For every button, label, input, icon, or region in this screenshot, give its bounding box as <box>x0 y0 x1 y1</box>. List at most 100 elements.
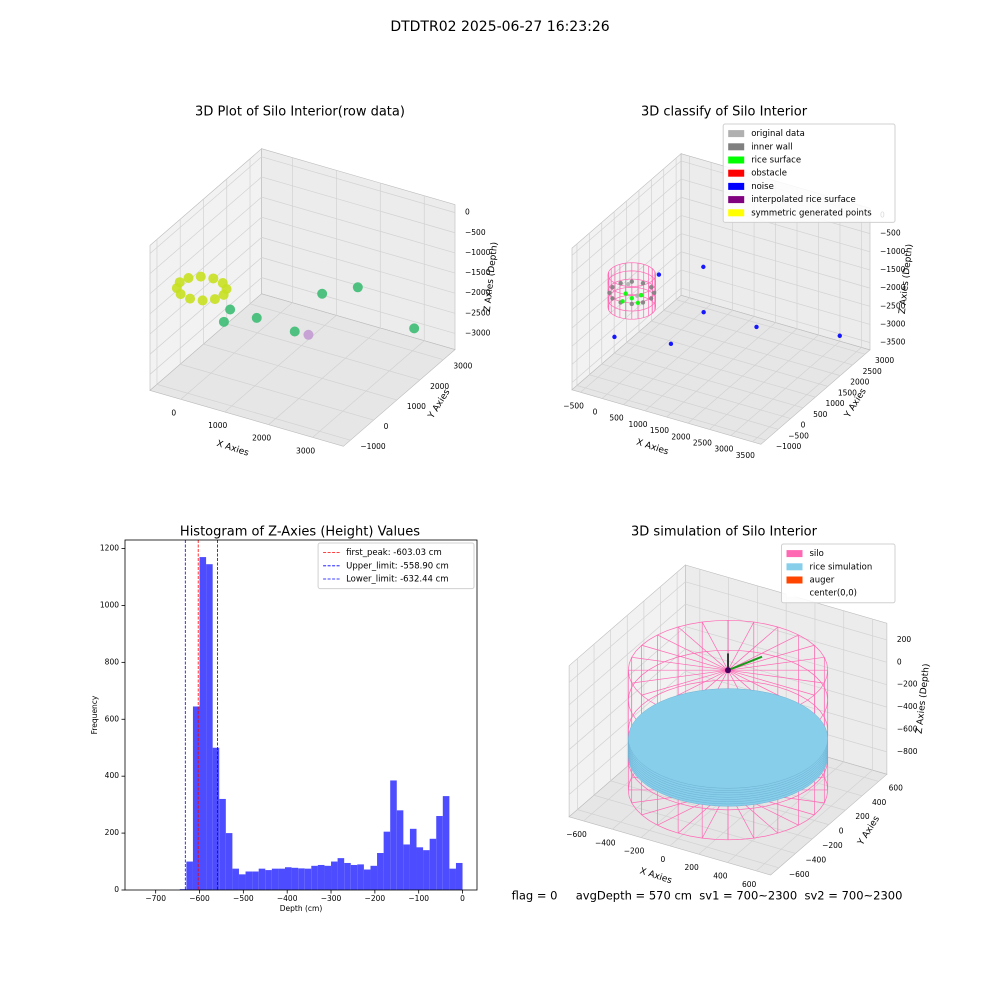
point <box>635 300 641 306</box>
wireframe-line <box>727 656 825 671</box>
point <box>352 282 363 293</box>
legend-swatch <box>786 550 803 558</box>
grid-line <box>312 340 425 438</box>
y-tick-label: 2000 <box>850 378 869 387</box>
legend-label: interpolated rice surface <box>751 195 856 205</box>
x-tick-label: 500 <box>609 414 624 423</box>
x-tick-label: 0 <box>660 855 665 864</box>
histogram-bar <box>442 796 450 890</box>
grid-line <box>203 343 397 401</box>
legend-label: auger <box>810 576 835 586</box>
grid-line <box>261 216 456 274</box>
grid-line <box>680 269 871 325</box>
grid-line <box>614 352 804 409</box>
legend-swatch <box>786 589 803 597</box>
x-tick-label: 1500 <box>650 426 669 435</box>
x-tick-label: −700 <box>145 894 166 903</box>
z-tick-label: −1000 <box>880 247 906 256</box>
histogram-bar <box>416 847 424 890</box>
z-tick-label: −1500 <box>465 268 491 277</box>
y-tick-label: 1000 <box>100 600 119 609</box>
histogram-bar <box>390 780 397 890</box>
histogram-bar <box>363 869 371 890</box>
histogram-bar <box>331 861 338 890</box>
histogram-bar <box>291 867 299 890</box>
grid-line <box>685 603 887 663</box>
histogram-bar <box>403 844 410 890</box>
chart-title: 3D Plot of Silo Interior(row data) <box>195 105 405 120</box>
grid-line <box>571 215 682 311</box>
y-tick-label: 3000 <box>875 356 894 365</box>
histogram-bar <box>252 871 259 890</box>
x-tick-label: 600 <box>742 880 757 889</box>
grid-line <box>156 384 351 441</box>
point <box>218 316 229 327</box>
point <box>625 282 631 287</box>
grid-line <box>568 603 686 706</box>
x-axis-label: X Axies <box>638 867 673 887</box>
y-tick-label: 1000 <box>407 402 426 411</box>
x-tick-label: −400 <box>595 838 616 847</box>
x-tick-label: 3500 <box>736 451 755 460</box>
histogram-bar <box>337 858 345 890</box>
histogram-bar <box>409 828 417 890</box>
grid-line <box>571 269 682 365</box>
point <box>303 329 314 340</box>
y-tick-label: 400 <box>105 771 120 780</box>
grid-line <box>576 385 766 441</box>
histogram-bar <box>311 865 318 890</box>
legend-label: symmetric generated points <box>751 208 872 218</box>
grid-line <box>261 237 456 294</box>
legend-label: noise <box>751 182 774 192</box>
grid-line <box>663 310 853 366</box>
wireframe-line <box>631 656 729 671</box>
y-tick-label: −200 <box>822 841 843 850</box>
y-tick-label: 0 <box>384 422 389 431</box>
x-tick-label: 2500 <box>693 438 712 447</box>
auger-arrow <box>727 655 763 672</box>
grid-line <box>571 160 682 256</box>
point <box>648 296 654 301</box>
x-tick-label: 0 <box>171 408 176 417</box>
histogram-bar <box>278 868 285 890</box>
wireframe-line <box>727 626 779 671</box>
legend-label: center(0,0) <box>810 589 858 599</box>
wireframe-line <box>727 644 815 671</box>
grid-line <box>261 277 456 334</box>
x-axis-label: X Axies <box>635 438 670 458</box>
z-tick-label: −3500 <box>880 338 906 347</box>
grid-line <box>224 315 337 413</box>
x-tick-label: −600 <box>189 894 210 903</box>
grid-line <box>261 156 456 213</box>
histogram-bar <box>186 861 193 890</box>
grid-line <box>249 303 444 360</box>
point <box>620 299 625 304</box>
x-tick-label: 0 <box>460 894 465 903</box>
legend-swatch <box>728 143 745 151</box>
plot-frame <box>124 539 478 891</box>
wireframe-line <box>727 669 815 696</box>
histogram-bar <box>377 853 384 890</box>
histogram-bar <box>429 838 437 890</box>
x-tick-label: −600 <box>566 830 587 839</box>
z-tick-label: −2000 <box>465 288 491 297</box>
wireframe-ring <box>607 295 656 320</box>
y-tick-label: 1000 <box>825 399 844 408</box>
y-tick-label: −1000 <box>776 442 802 451</box>
grid-line <box>571 196 682 292</box>
x-tick-label: −200 <box>365 894 386 903</box>
x-axis-label: Depth (cm) <box>280 904 323 913</box>
y-tick-label: 0 <box>839 827 844 836</box>
point <box>651 290 657 295</box>
y-tick-label: 1200 <box>100 544 119 553</box>
point <box>629 279 635 284</box>
point <box>629 296 635 301</box>
histogram-bar <box>192 706 200 890</box>
wireframe-line <box>677 626 729 671</box>
z-tick-label: −800 <box>897 747 918 756</box>
legend-label: silo <box>810 549 824 559</box>
grid-line <box>568 626 686 728</box>
point <box>701 310 706 315</box>
x-tick-label: −400 <box>277 894 298 903</box>
y-tick-label: −600 <box>789 870 810 879</box>
